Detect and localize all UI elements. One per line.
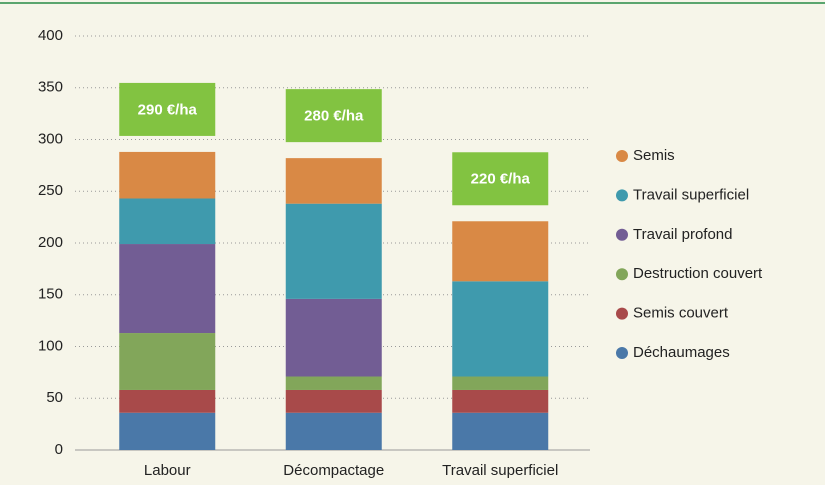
bar-segment xyxy=(119,412,216,450)
y-tick-label: 150 xyxy=(38,286,63,303)
bar-segment xyxy=(119,151,216,199)
y-tick-label: 0 xyxy=(55,441,63,458)
bar-segment xyxy=(452,376,549,390)
legend-label: Semis couvert xyxy=(633,305,729,322)
bar-segment xyxy=(285,389,382,413)
annotation-box xyxy=(452,152,549,206)
y-tick-label: 350 xyxy=(38,79,63,96)
bar-segment xyxy=(452,412,549,450)
bar-segment xyxy=(285,376,382,390)
bar-segment xyxy=(119,244,216,334)
y-tick-label: 300 xyxy=(38,130,63,147)
y-tick-label: 100 xyxy=(38,337,63,354)
legend-marker xyxy=(616,189,628,202)
legend-label: Travail profond xyxy=(633,226,733,243)
legend-label: Déchaumages xyxy=(633,344,730,361)
legend-marker xyxy=(616,347,628,359)
legend-label: Semis xyxy=(633,147,675,164)
annotation: 280 €/ha xyxy=(304,108,364,125)
bar-segment xyxy=(285,203,382,299)
legend-marker xyxy=(616,150,628,162)
x-tick-label: Labour xyxy=(144,462,191,479)
x-tick-label: Décompactage xyxy=(283,462,384,479)
annotation: 290 €/ha xyxy=(138,101,198,118)
y-tick-label: 400 xyxy=(38,27,63,44)
bar-segment xyxy=(452,221,549,282)
bar-segment xyxy=(285,158,382,204)
bar-segment xyxy=(285,412,382,450)
bar-segment xyxy=(285,298,382,377)
bar-segment xyxy=(452,281,549,377)
annotation-box xyxy=(285,89,382,143)
legend-marker xyxy=(616,307,628,320)
bar-segment xyxy=(452,389,549,413)
y-tick-label: 50 xyxy=(46,389,63,406)
legend-marker xyxy=(616,228,628,241)
bar-segment xyxy=(119,333,216,390)
y-tick-label: 200 xyxy=(38,234,63,251)
y-tick-label: 250 xyxy=(38,182,63,199)
annotation: 220 €/ha xyxy=(471,171,531,188)
x-tick-label: Travail superficiel xyxy=(442,462,558,479)
legend-marker xyxy=(616,268,628,281)
bar-segment xyxy=(119,389,216,413)
bar-segment xyxy=(119,198,216,245)
legend-label: Travail superficiel xyxy=(633,186,749,203)
annotation-box xyxy=(119,82,216,136)
legend-label: Destruction couvert xyxy=(633,265,763,282)
